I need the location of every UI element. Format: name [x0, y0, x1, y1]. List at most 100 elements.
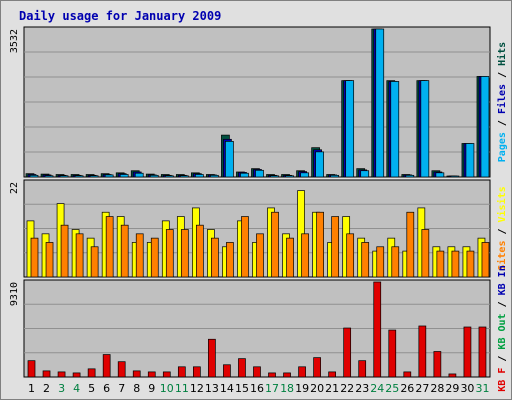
x-tick-label-day-19: 19	[295, 382, 309, 395]
bar-sites-day-21	[331, 216, 339, 278]
bar-pages-day-13	[210, 174, 219, 178]
bar-pages-day-6	[104, 174, 114, 178]
bar-sites-day-7	[120, 224, 129, 278]
legend-kbytes-panel: KB F / KB Out / KB In	[497, 265, 508, 391]
y-max-label-hits: 3532	[9, 29, 20, 53]
bar-sites-day-5	[90, 246, 99, 278]
bar-sites-day-2	[45, 242, 54, 278]
x-tick-label-day-9: 9	[148, 382, 155, 395]
x-tick-label-day-16: 16	[250, 382, 264, 395]
x-tick-label-day-27: 27	[415, 382, 429, 395]
bar-kb-f-day-11	[177, 366, 186, 378]
bar-pages-day-14	[225, 141, 234, 178]
x-tick-label-day-20: 20	[310, 382, 324, 395]
x-tick-label-day-10: 10	[160, 382, 174, 395]
bar-sites-day-17	[271, 211, 279, 278]
x-tick-label-day-13: 13	[205, 382, 219, 395]
x-tick-label-day-12: 12	[190, 382, 204, 395]
x-tick-label-day-31: 31	[475, 382, 489, 395]
legend-kb-f: KB F	[497, 368, 508, 392]
bar-kb-f-day-19	[298, 366, 306, 378]
bar-pages-day-30	[465, 143, 475, 178]
bar-sites-day-24	[376, 246, 385, 278]
bar-pages-day-10	[164, 175, 174, 178]
bar-sites-day-4	[75, 233, 84, 278]
bar-kb-f-day-6	[102, 354, 111, 378]
bar-pages-day-16	[255, 169, 264, 178]
x-tick-label-day-24: 24	[370, 382, 384, 395]
bar-kb-f-day-9	[147, 371, 156, 378]
x-tick-label-day-17: 17	[265, 382, 279, 395]
bar-sites-day-26	[406, 211, 415, 278]
legend-hits: Hits	[496, 42, 508, 66]
x-tick-label-day-18: 18	[280, 382, 294, 395]
bar-pages-day-28	[435, 172, 445, 178]
bar-sites-day-30	[466, 250, 475, 278]
x-tick-label-day-23: 23	[355, 382, 369, 395]
bar-pages-day-2	[44, 175, 54, 178]
bar-kb-f-day-1	[27, 360, 36, 378]
bar-sites-day-22	[346, 233, 355, 278]
bar-kb-f-day-16	[253, 366, 261, 378]
bar-sites-day-1	[30, 237, 39, 278]
legend-kb-out: KB Out	[497, 313, 508, 349]
x-tick-label-day-29: 29	[445, 382, 459, 395]
bar-sites-day-29	[451, 250, 460, 278]
x-tick-label-day-2: 2	[43, 382, 50, 395]
bar-sites-day-11	[180, 229, 189, 278]
bar-kb-f-day-4	[72, 372, 81, 378]
bar-kb-f-day-14	[223, 364, 231, 378]
bar-sites-day-19	[301, 233, 309, 278]
bar-sites-day-13	[211, 237, 219, 278]
bar-kb-f-day-21	[328, 371, 336, 378]
bar-kb-f-day-25	[388, 329, 397, 378]
bar-pages-day-22	[345, 80, 355, 178]
bar-sites-day-10	[165, 229, 174, 278]
legend-hits-panel: Pages / Files / Hits	[496, 42, 508, 162]
x-tick-label-day-7: 7	[118, 382, 125, 395]
bar-sites-day-9	[150, 237, 159, 278]
x-tick-label-day-26: 26	[400, 382, 414, 395]
legend-kb-in: KB In	[497, 265, 508, 295]
bar-pages-day-27	[420, 80, 430, 178]
bar-kb-f-day-17	[268, 372, 276, 378]
bar-kb-f-day-5	[87, 368, 96, 378]
bar-kb-f-day-27	[418, 325, 427, 378]
x-tick-label-day-8: 8	[133, 382, 140, 395]
x-tick-label-day-1: 1	[28, 382, 35, 395]
bar-sites-day-15	[241, 216, 249, 278]
legend-visits-panel: Sites / Visits	[496, 186, 508, 270]
bar-sites-day-28	[436, 250, 445, 278]
bar-sites-day-16	[256, 233, 264, 278]
legend-files: Files	[496, 84, 508, 114]
bar-pages-day-23	[360, 170, 370, 178]
bar-sites-day-14	[226, 242, 234, 278]
x-tick-label-day-3: 3	[58, 382, 65, 395]
bar-kb-f-day-29	[448, 373, 457, 378]
bar-pages-day-29	[450, 175, 460, 178]
bar-kb-f-day-8	[132, 370, 141, 378]
bar-pages-day-15	[240, 172, 249, 178]
bar-kb-f-day-20	[313, 357, 321, 378]
bar-pages-day-8	[134, 172, 144, 178]
bar-kb-f-day-13	[208, 338, 216, 378]
bar-pages-day-26	[405, 174, 415, 178]
legend-separator: /	[497, 222, 508, 240]
bar-kb-f-day-2	[42, 370, 51, 378]
legend-pages: Pages	[497, 132, 508, 162]
bar-kb-f-day-31	[478, 326, 487, 378]
bar-sites-day-25	[391, 246, 400, 278]
bar-pages-day-31	[480, 76, 490, 178]
x-tick-label-day-5: 5	[88, 382, 95, 395]
bar-kb-f-day-18	[283, 372, 291, 378]
bar-sites-day-12	[196, 224, 204, 278]
bar-sites-day-6	[105, 216, 114, 278]
legend-separator: /	[497, 114, 508, 132]
bar-sites-day-27	[421, 229, 430, 278]
bar-kb-f-day-28	[433, 351, 442, 378]
x-tick-label-day-22: 22	[340, 382, 354, 395]
bar-pages-day-11	[179, 175, 189, 178]
bar-sites-day-20	[316, 211, 324, 278]
legend-visits: Visits	[496, 186, 508, 222]
